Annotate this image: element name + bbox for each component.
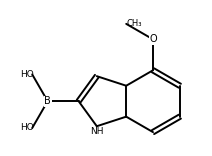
Text: CH₃: CH₃ xyxy=(126,19,142,28)
Text: B: B xyxy=(44,96,51,106)
Text: NH: NH xyxy=(90,127,103,136)
Text: O: O xyxy=(149,34,157,44)
Text: HO: HO xyxy=(20,124,34,132)
Text: HO: HO xyxy=(20,70,34,79)
